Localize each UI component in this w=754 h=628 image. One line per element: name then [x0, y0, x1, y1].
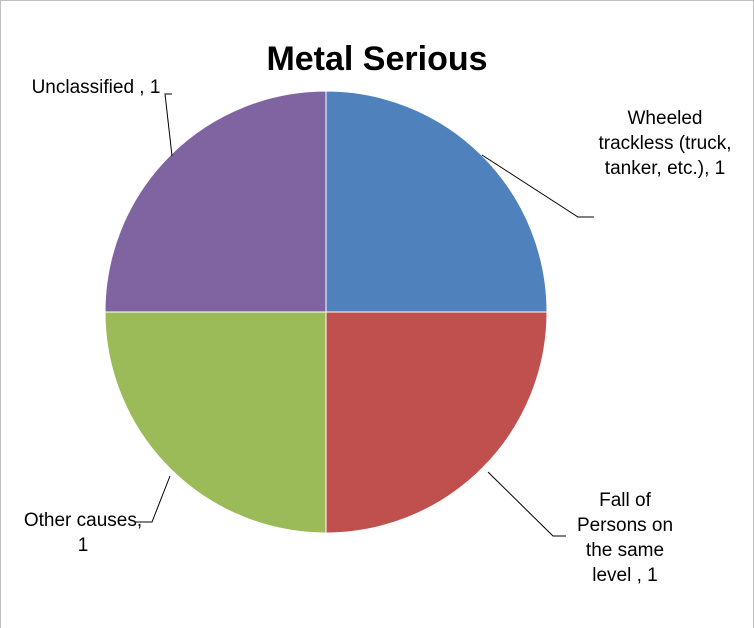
leader-line-1 — [487, 471, 566, 537]
data-label-unclassified: Unclassified , 1 — [31, 77, 161, 98]
data-label-other-causes: Other causes, 1 — [23, 510, 143, 556]
data-label-fall-of-persons: Fall of Persons on the same level , 1 — [576, 490, 674, 586]
leader-line-2 — [136, 475, 171, 523]
chart-title: Metal Serious — [266, 40, 488, 78]
pie-slice-fall-of-persons-on-the-same-level — [325, 311, 548, 534]
leader-line-3 — [164, 93, 173, 157]
data-label-wheeled-trackless: Wheeled trackless (truck, tanker, etc.),… — [598, 108, 732, 179]
pie-slice-wheeled-trackless-truck-tanker-etc — [325, 90, 548, 313]
leader-line-0 — [481, 154, 594, 218]
pie-slice-unclassified — [104, 90, 327, 313]
pie-slice-other-causes — [104, 311, 327, 534]
